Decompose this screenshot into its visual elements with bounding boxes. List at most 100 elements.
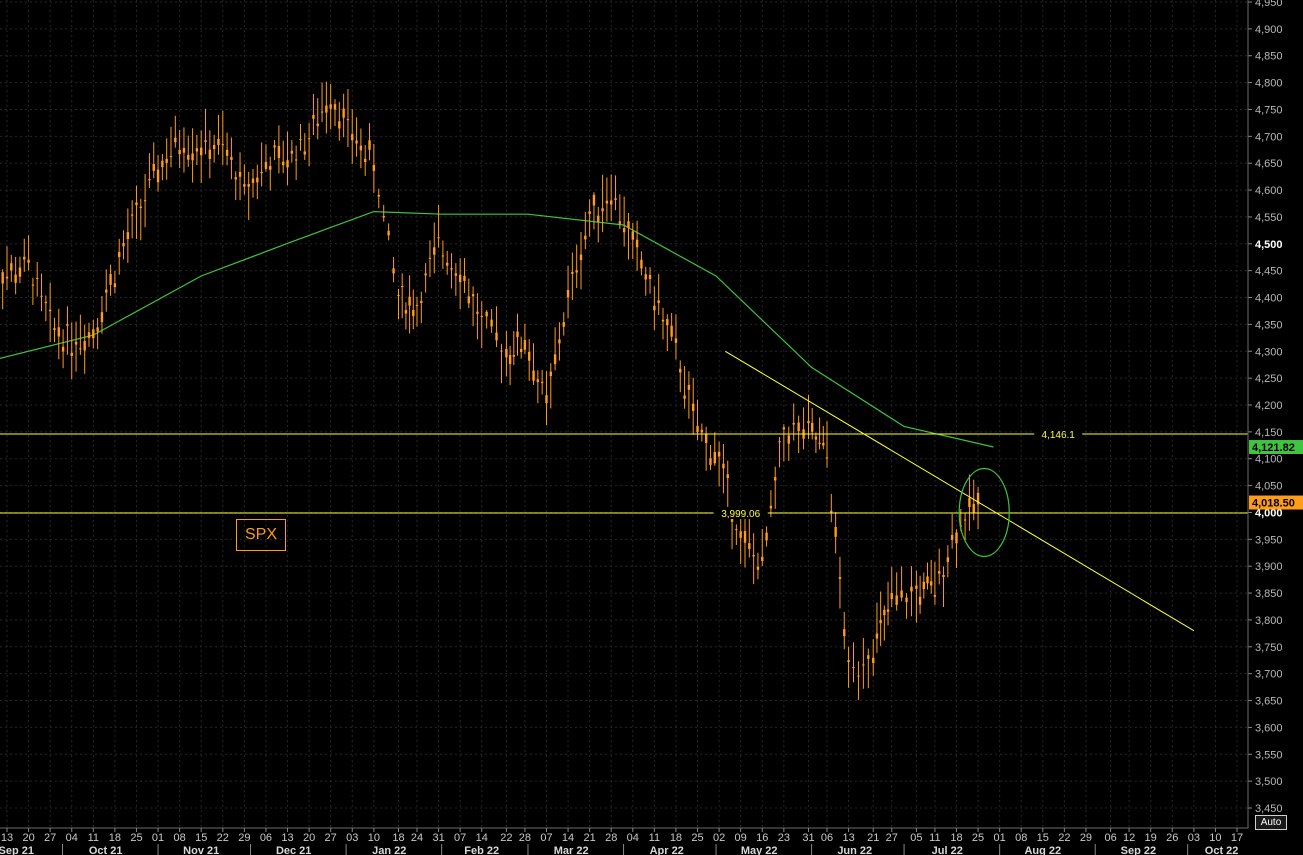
y-tick-label: 3,750 <box>1255 642 1283 654</box>
x-day-label: 25 <box>972 832 984 844</box>
y-tick-label: 4,850 <box>1255 51 1283 63</box>
price-body <box>905 597 908 603</box>
price-body <box>588 211 591 215</box>
y-tick-label: 4,000 <box>1255 507 1283 519</box>
price-body <box>251 178 255 183</box>
price-body <box>674 338 678 343</box>
price-body <box>704 433 708 443</box>
price-body <box>126 232 130 240</box>
price-body <box>838 577 842 579</box>
price-body <box>320 111 324 113</box>
price-body <box>782 427 786 430</box>
price-body <box>644 274 647 280</box>
price-body <box>351 134 354 141</box>
y-tick-label: 4,800 <box>1255 78 1283 90</box>
price-body <box>135 202 138 206</box>
x-day-label: 28 <box>605 832 617 844</box>
price-body <box>441 255 445 257</box>
x-day-label: 21 <box>584 832 596 844</box>
x-day-label: 13 <box>842 832 854 844</box>
price-body <box>204 140 207 142</box>
price-body <box>333 104 337 110</box>
price-body <box>761 556 764 562</box>
y-axis: 3,450 3,500 3,550 3,600 3,650 3,700 3,750 3,800… <box>1247 0 1283 828</box>
price-body <box>338 121 341 129</box>
price-body <box>113 283 117 288</box>
price-body <box>5 276 9 279</box>
x-axis: 13 20 27 04 11 18 25 01 08 15 22 29 06 13 20 27 03 10 18 24… <box>0 827 1248 855</box>
price-body <box>505 348 508 358</box>
price-body <box>946 557 950 562</box>
price-body <box>480 316 483 318</box>
price-body <box>516 331 519 338</box>
x-day-label: 13 <box>281 832 293 844</box>
price-body <box>40 295 43 297</box>
x-day-label: 03 <box>346 832 358 844</box>
price-body <box>579 254 583 261</box>
auto-scale-label: Auto <box>1260 817 1282 828</box>
price-body <box>200 147 203 156</box>
x-day-label: 22 <box>1058 832 1070 844</box>
x-day-label: 20 <box>22 832 34 844</box>
y-tick-label: 4,050 <box>1255 481 1283 493</box>
x-day-label: 10 <box>1209 832 1221 844</box>
price-body <box>139 206 142 208</box>
price-body <box>739 531 742 538</box>
x-day-label: 28 <box>519 832 531 844</box>
x-day-label: 26 <box>1166 832 1178 844</box>
price-body <box>221 144 224 146</box>
price-body <box>670 325 673 337</box>
price-body <box>130 214 134 216</box>
price-body <box>811 422 814 432</box>
x-month-label: Mar 22 <box>554 845 589 855</box>
price-body <box>748 543 751 549</box>
price-body <box>18 267 22 277</box>
spx-legend-box: SPX <box>236 519 286 551</box>
y-tick-label: 4,100 <box>1255 454 1283 466</box>
x-day-label: 29 <box>238 832 250 844</box>
price-body <box>307 138 311 140</box>
price-body <box>212 144 216 150</box>
price-body <box>74 341 78 345</box>
price-body <box>312 115 315 119</box>
price-body <box>100 312 104 323</box>
y-tick-label: 3,550 <box>1255 749 1283 761</box>
x-day-label: 14 <box>476 832 488 844</box>
price-body <box>843 629 846 637</box>
price-body <box>57 327 60 337</box>
x-day-label: 09 <box>735 832 747 844</box>
x-day-label: 07 <box>540 832 552 844</box>
price-body <box>571 271 574 274</box>
price-body <box>27 259 30 263</box>
price-body <box>476 311 479 314</box>
x-day-label: 15 <box>1037 832 1049 844</box>
x-month-label: Sep 22 <box>1121 845 1156 855</box>
level-label: 3,999.06 <box>721 509 760 520</box>
y-tick-label: 3,950 <box>1255 534 1283 546</box>
y-tick-label: 3,900 <box>1255 561 1283 573</box>
price-body <box>342 108 345 118</box>
price-body <box>627 221 630 228</box>
auto-scale-button[interactable]: Auto <box>1255 815 1287 830</box>
price-body <box>178 150 181 155</box>
price-body <box>169 156 173 158</box>
price-body <box>408 296 411 306</box>
price-body <box>872 657 875 663</box>
y-tick-label: 4,900 <box>1255 24 1283 36</box>
x-month-label: Apr 22 <box>650 845 684 855</box>
y-tick-label: 4,200 <box>1255 400 1283 412</box>
price-body <box>467 296 470 304</box>
price-body <box>635 239 639 248</box>
price-body <box>857 675 860 677</box>
level-label: 4,146.1 <box>1042 430 1076 441</box>
price-body <box>256 177 259 183</box>
y-tick-label: 4,950 <box>1255 0 1283 9</box>
x-day-label: 01 <box>152 832 164 844</box>
price-body <box>404 310 408 314</box>
x-month-label: Aug 22 <box>1024 845 1061 855</box>
price-body <box>847 660 850 663</box>
price-body <box>382 215 385 218</box>
y-tick-label: 4,700 <box>1255 131 1283 143</box>
